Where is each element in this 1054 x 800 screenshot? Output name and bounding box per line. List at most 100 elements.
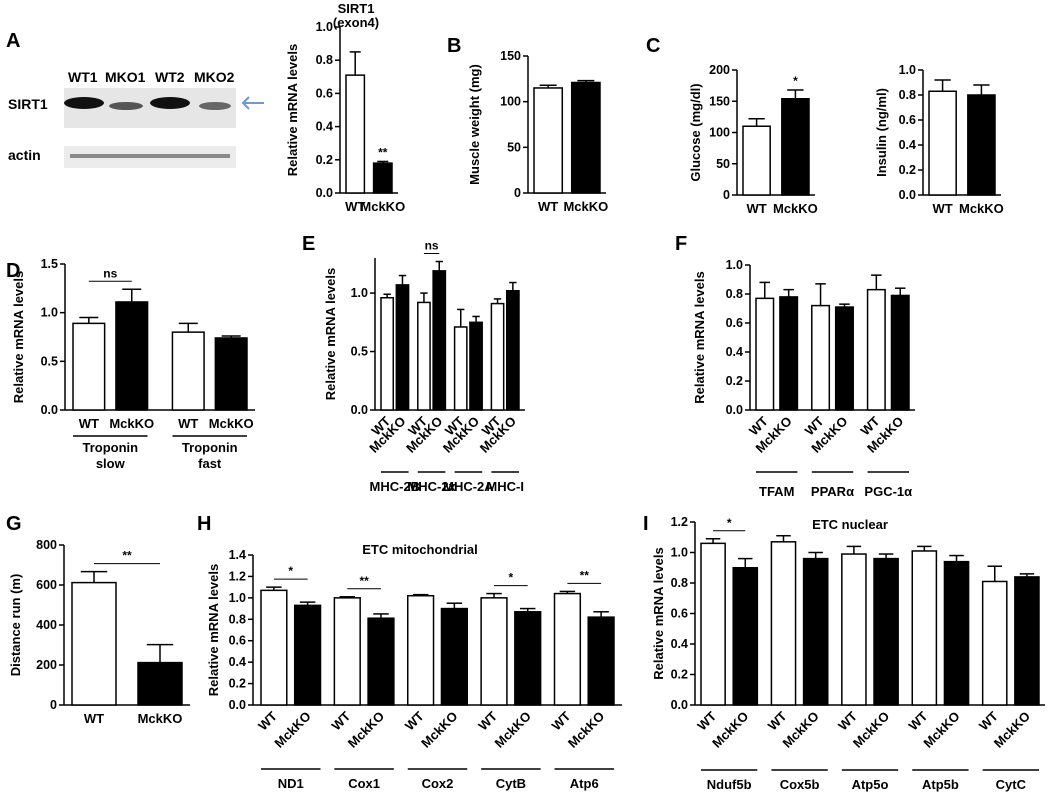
y-tick-label: 0.8 xyxy=(726,287,743,301)
y-tick-label: 1.0 xyxy=(726,258,743,272)
y-tick-label: 800 xyxy=(36,538,57,552)
panel-letter-f: F xyxy=(675,233,687,255)
x-tick-label: WT xyxy=(345,199,365,214)
significance-label: * xyxy=(727,516,732,530)
group-label: PPARα xyxy=(811,484,854,499)
x-tick-label: MckKO xyxy=(773,201,818,216)
group-label: TFAM xyxy=(759,484,794,499)
group-label: Cox2 xyxy=(422,776,454,791)
x-tick-label: WT xyxy=(976,708,1001,733)
y-tick-label: 1.0 xyxy=(671,546,688,560)
x-tick-label: MckKO xyxy=(109,416,154,431)
x-tick-label: WT xyxy=(835,708,860,733)
y-tick-label: 1.0 xyxy=(41,306,58,320)
bar xyxy=(770,541,797,706)
significance-label: ** xyxy=(122,549,132,563)
bar xyxy=(841,553,867,706)
y-axis-label: Relative mRNA levels xyxy=(285,44,300,176)
y-tick-label: 0 xyxy=(723,188,730,202)
y-tick-label: 1.4 xyxy=(229,548,246,562)
bar xyxy=(802,557,829,706)
y-tick-label: 0.2 xyxy=(899,163,916,177)
group-label: slow xyxy=(96,456,126,471)
bar xyxy=(490,302,505,411)
bar xyxy=(72,322,106,411)
blot-band xyxy=(199,102,231,110)
y-tick-label: 200 xyxy=(709,63,730,77)
x-tick-label: MckKO xyxy=(850,709,892,751)
lane-label: WT2 xyxy=(155,69,185,85)
lane-label: MKO2 xyxy=(194,69,235,85)
x-tick-label: WT xyxy=(178,416,198,431)
y-tick-label: 0.2 xyxy=(726,374,743,388)
blot-row-label: actin xyxy=(8,147,41,163)
chart-title: ETC nuclear xyxy=(812,517,888,532)
y-tick-label: 400 xyxy=(36,618,57,632)
y-tick-label: 0.4 xyxy=(229,655,246,669)
x-tick-label: WT xyxy=(79,416,99,431)
charts-layer: 0.0 0.2 0.4 0.6 0.8 1.0 Relative mRNA levels SI… xyxy=(8,1,1045,792)
y-tick-label: 0.2 xyxy=(316,153,333,167)
y-tick-label: 0.8 xyxy=(671,576,688,590)
bar xyxy=(395,284,410,411)
group-label: Cox1 xyxy=(348,776,380,791)
x-tick-label: MckKO xyxy=(565,709,607,751)
bar xyxy=(367,617,395,706)
bar xyxy=(171,331,205,411)
y-axis-label: Relative mRNA levels xyxy=(692,271,707,403)
significance-label: ** xyxy=(580,568,590,582)
panel-letter-h: H xyxy=(197,513,211,535)
y-tick-label: 0.0 xyxy=(41,403,58,417)
group-label: Troponin xyxy=(182,440,238,455)
bar xyxy=(811,304,831,411)
bar xyxy=(372,162,393,194)
x-tick-label: WT xyxy=(932,201,952,216)
y-tick-label: 1.5 xyxy=(41,257,58,271)
significance-label: ns xyxy=(103,266,117,280)
x-tick-label: WT xyxy=(765,708,790,733)
y-tick-label: 0.6 xyxy=(899,113,916,127)
group-label: MHC-2x xyxy=(407,479,456,494)
bar xyxy=(480,597,508,706)
bar xyxy=(417,301,431,411)
y-tick-label: 0.6 xyxy=(671,607,688,621)
panel-letter-a: A xyxy=(6,30,20,52)
chart-title: (exon4) xyxy=(333,15,379,30)
blot-band xyxy=(64,97,104,109)
group-label: CytC xyxy=(996,777,1027,792)
panel-letter-i: I xyxy=(643,513,649,535)
bar xyxy=(570,81,601,194)
y-tick-label: 600 xyxy=(36,578,57,592)
x-tick-label: WT xyxy=(402,708,427,733)
bar xyxy=(781,98,810,196)
x-tick-label: MckKO xyxy=(271,709,313,751)
x-tick-label: MckKO xyxy=(920,709,962,751)
y-tick-label: 200 xyxy=(36,658,57,672)
y-tick-label: 0.5 xyxy=(41,354,58,368)
x-tick-label: WT xyxy=(84,711,104,726)
western-blot: WT1 MKO1 WT2 MKO2 SIRT1 actin xyxy=(8,69,264,168)
bar xyxy=(260,589,288,706)
bar xyxy=(345,74,366,194)
bar xyxy=(380,297,395,411)
bar xyxy=(293,604,322,706)
panel-letter-c: C xyxy=(646,35,660,57)
lane-label: WT1 xyxy=(68,69,98,85)
y-tick-label: 0.8 xyxy=(229,612,246,626)
x-tick-label: WT xyxy=(694,708,719,733)
significance-label: * xyxy=(509,571,514,585)
y-tick-label: 0.0 xyxy=(351,403,368,417)
blot-band xyxy=(150,97,190,109)
bar xyxy=(587,616,615,706)
bar xyxy=(928,90,957,196)
bar xyxy=(514,611,542,706)
group-label: fast xyxy=(198,456,222,471)
blot-band xyxy=(109,102,143,110)
blot-band xyxy=(70,154,230,158)
x-tick-label: WT xyxy=(549,708,574,733)
x-tick-label: WT xyxy=(328,708,353,733)
group-label: PGC-1α xyxy=(864,484,912,499)
x-tick-label: WT xyxy=(538,199,558,214)
bar xyxy=(890,294,910,411)
bar xyxy=(943,560,970,706)
